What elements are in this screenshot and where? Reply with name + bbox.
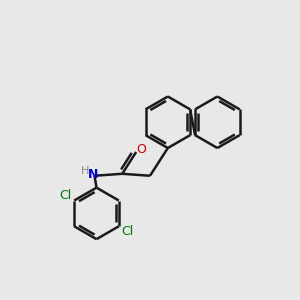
Text: O: O [136, 142, 146, 155]
Text: N: N [88, 168, 99, 181]
Text: Cl: Cl [121, 225, 134, 238]
Text: H: H [80, 166, 89, 176]
Text: Cl: Cl [59, 189, 72, 202]
